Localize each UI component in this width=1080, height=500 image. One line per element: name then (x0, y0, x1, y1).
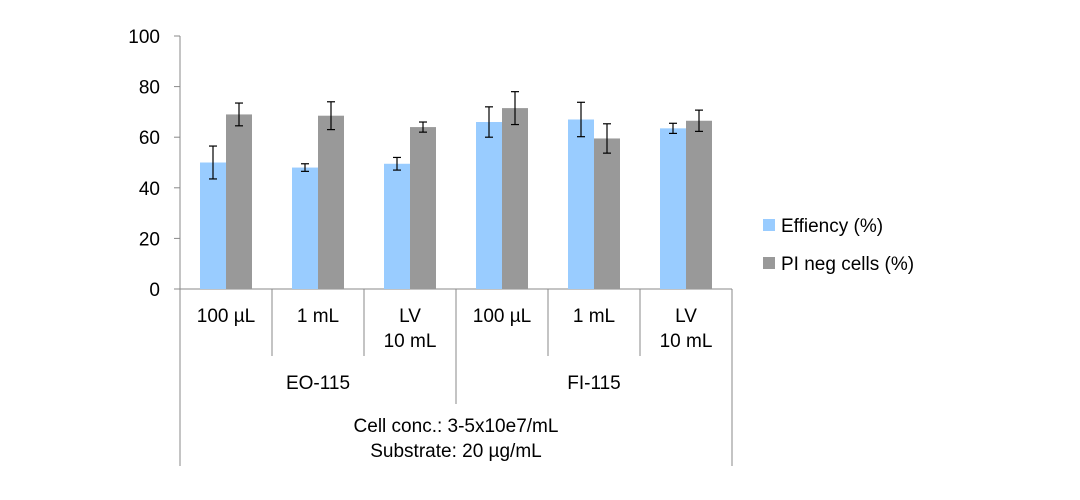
bar-effiency (476, 122, 502, 290)
bar-pi-neg-cells (410, 127, 436, 289)
bar-effiency (200, 162, 226, 289)
y-tick-label: 80 (139, 78, 160, 99)
x-category-label: LV 10 mL (660, 306, 713, 352)
legend-swatch (763, 219, 775, 231)
x-group-label: FI-115 (567, 373, 621, 394)
bar-pi-neg-cells (226, 114, 252, 290)
x-category-label: 1 mL (297, 306, 339, 327)
legend-label: PI neg cells (%) (781, 254, 914, 275)
x-footer-label: Substrate: 20 µg/mL (370, 441, 541, 462)
bar-effiency (568, 119, 594, 290)
bar-pi-neg-cells (502, 108, 528, 289)
y-tick-label: 20 (139, 229, 160, 250)
legend: Effiency (%) PI neg cells (%) (763, 216, 914, 275)
x-category-label: LV 10 mL (384, 306, 437, 352)
bar-pi-neg-cells (686, 120, 712, 289)
bar-pi-neg-cells (318, 115, 344, 289)
x-category-label: 100 µL (473, 306, 532, 327)
legend-swatch (763, 257, 775, 269)
error-bars (209, 91, 703, 180)
y-tick-label: 100 (128, 27, 160, 48)
x-footer-label: Cell conc.: 3-5x10e7/mL (354, 416, 559, 437)
x-group-label: EO-115 (286, 373, 350, 394)
y-tick-label: 60 (139, 128, 160, 149)
bar-effiency (384, 163, 410, 289)
bars (200, 108, 712, 290)
y-tick-label: 0 (149, 280, 160, 301)
bar-effiency (660, 128, 686, 289)
bar-pi-neg-cells (594, 138, 620, 289)
x-category-label: 100 µL (197, 306, 256, 327)
x-category-label: 1 mL (573, 306, 615, 327)
x-axis-labels: 100 µL 1 mL LV 10 mL 100 µL 1 mL LV 10 mL EO-115… (197, 306, 713, 462)
bar-effiency (292, 167, 318, 289)
axes: 0 20 40 60 80 100 (128, 27, 733, 466)
y-tick-label: 40 (139, 179, 160, 200)
legend-label: Effiency (%) (781, 216, 883, 237)
